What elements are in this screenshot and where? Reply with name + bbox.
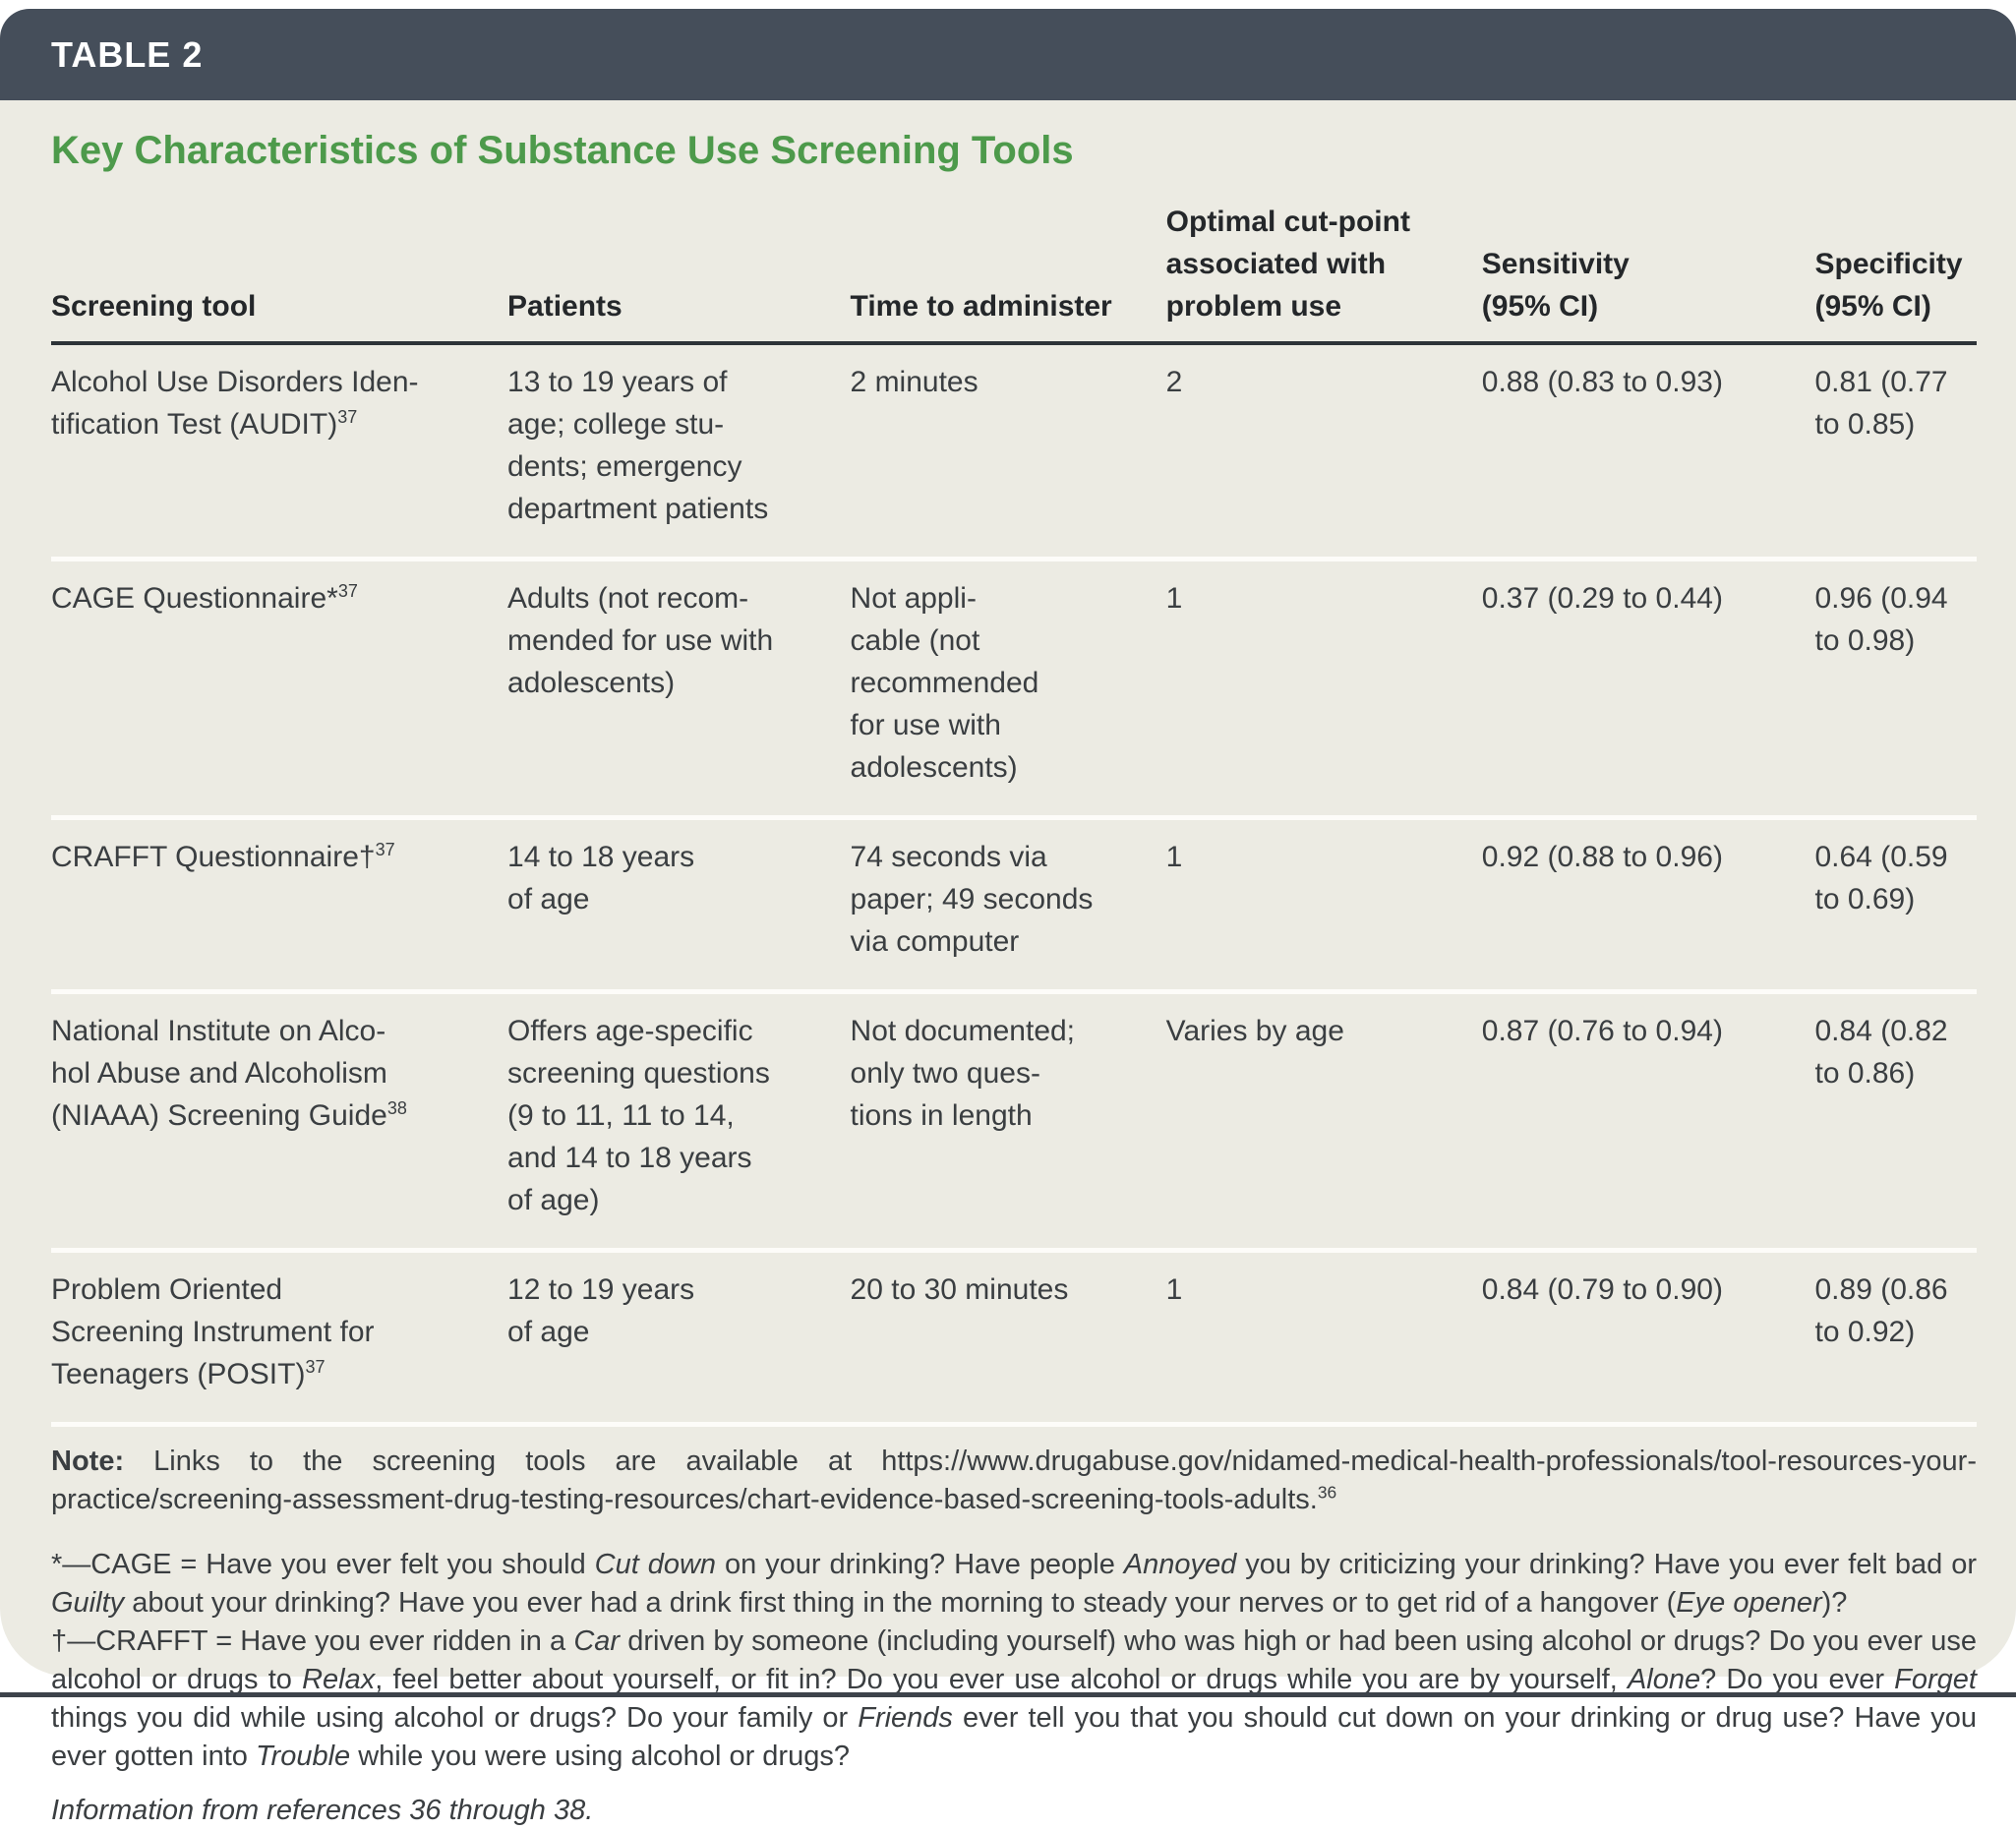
cell-sensitivity: 0.88 (0.83 to 0.93) [1481, 343, 1815, 561]
page-bottom-rule [0, 1692, 2016, 1697]
cell-time-to-administer: 74 seconds via paper; 49 seconds via com… [850, 817, 1166, 994]
note-paragraph: Note: Links to the screening tools are a… [51, 1446, 1977, 1515]
cell-optimal-cut-point: 1 [1165, 1250, 1482, 1427]
table-label: TABLE 2 [51, 33, 204, 75]
table-row: Problem Oriented Screening Instrument fo… [51, 1250, 1977, 1427]
cell-screening-tool: Alcohol Use Disorders Iden- tification T… [51, 343, 508, 561]
footnote-crafft: †—CRAFFT = Have you ever ridden in a Car… [51, 1625, 1978, 1772]
cell-time-to-administer: Not documented; only two ques- tions in … [850, 991, 1166, 1253]
col-header-time-to-administer: Time to administer [850, 201, 1166, 345]
cell-time-to-administer: Not appli- cable (not recommended for us… [850, 559, 1166, 820]
col-header-optimal-cut-point: Optimal cut-point associated with proble… [1165, 201, 1482, 345]
cell-optimal-cut-point: 1 [1165, 817, 1482, 994]
table-row: National Institute on Alco- hol Abuse an… [51, 991, 1977, 1253]
table-card: Key Characteristics of Substance Use Scr… [0, 100, 2016, 1826]
table-header-row: Screening tool Patients Time to administ… [51, 201, 1977, 345]
cell-patients: Offers age-specific screening questions … [507, 991, 851, 1253]
table-notes: Note: Links to the screening tools are a… [51, 1443, 1977, 1830]
cell-specificity: 0.96 (0.94 to 0.98) [1814, 559, 1977, 820]
cell-sensitivity: 0.87 (0.76 to 0.94) [1481, 991, 1815, 1253]
cell-patients: 12 to 19 years of age [507, 1250, 851, 1427]
cell-specificity: 0.89 (0.86 to 0.92) [1814, 1250, 1977, 1427]
cell-sensitivity: 0.37 (0.29 to 0.44) [1481, 559, 1815, 820]
cell-screening-tool: CAGE Questionnaire*37 [51, 559, 508, 820]
source-line: Information from references 36 through 3… [51, 1795, 594, 1826]
col-header-specificity: Specificity (95% CI) [1814, 201, 1977, 345]
cell-optimal-cut-point: Varies by age [1165, 991, 1482, 1253]
cell-specificity: 0.81 (0.77 to 0.85) [1814, 343, 1977, 561]
table-row: CRAFFT Questionnaire†37 14 to 18 years o… [51, 817, 1977, 994]
cell-time-to-administer: 20 to 30 minutes [850, 1250, 1166, 1427]
cell-screening-tool: National Institute on Alco- hol Abuse an… [51, 991, 508, 1253]
col-header-sensitivity: Sensitivity (95% CI) [1481, 201, 1815, 345]
cell-screening-tool: Problem Oriented Screening Instrument fo… [51, 1250, 508, 1427]
cell-sensitivity: 0.84 (0.79 to 0.90) [1481, 1250, 1815, 1427]
cell-optimal-cut-point: 2 [1165, 343, 1482, 561]
cell-specificity: 0.84 (0.82 to 0.86) [1814, 991, 1977, 1253]
table-header-bar: TABLE 2 [0, 9, 2016, 100]
table-row: Alcohol Use Disorders Iden- tification T… [51, 343, 1977, 561]
col-header-screening-tool: Screening tool [51, 201, 508, 345]
cell-patients: 14 to 18 years of age [507, 817, 851, 994]
cell-patients: Adults (not recom- mended for use with a… [507, 559, 851, 820]
cell-specificity: 0.64 (0.59 to 0.69) [1814, 817, 1977, 994]
table-row: CAGE Questionnaire*37 Adults (not recom-… [51, 559, 1977, 820]
table-title: Key Characteristics of Substance Use Scr… [51, 129, 1074, 172]
cell-sensitivity: 0.92 (0.88 to 0.96) [1481, 817, 1815, 994]
screening-tools-table: Screening tool Patients Time to administ… [51, 201, 1977, 1427]
cell-screening-tool: CRAFFT Questionnaire†37 [51, 817, 508, 994]
footnote-cage: *—CAGE = Have you ever felt you should C… [51, 1549, 1977, 1619]
col-header-patients: Patients [507, 201, 851, 345]
cell-time-to-administer: 2 minutes [850, 343, 1166, 561]
cell-optimal-cut-point: 1 [1165, 559, 1482, 820]
cell-patients: 13 to 19 years of age; college stu- dent… [507, 343, 851, 561]
